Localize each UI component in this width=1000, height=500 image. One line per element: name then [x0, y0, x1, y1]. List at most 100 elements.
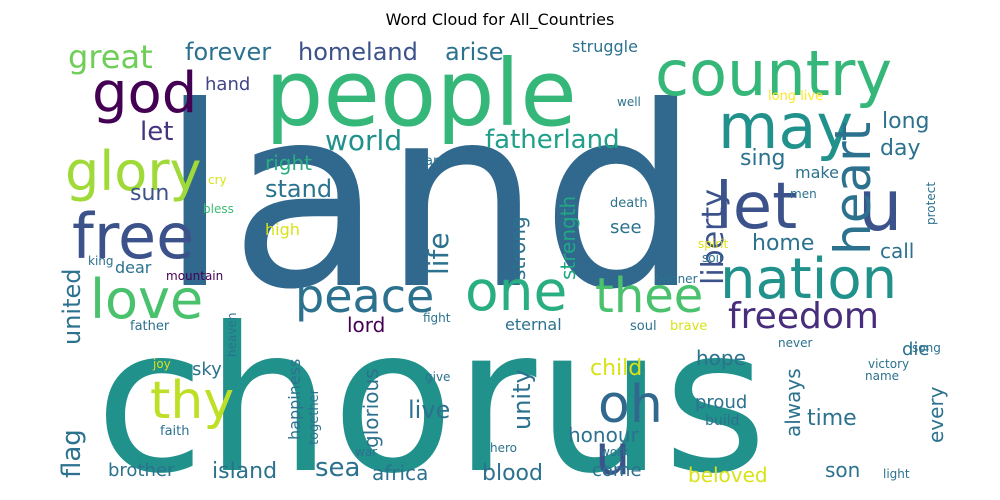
- word-thy: thy: [150, 371, 234, 431]
- word-god: god: [92, 61, 197, 126]
- word-africa: africa: [372, 461, 428, 485]
- word-love: love: [90, 268, 203, 331]
- word-life: life: [422, 232, 455, 275]
- word-banner: banner: [655, 272, 698, 286]
- word-peace: peace: [295, 269, 434, 323]
- word-time: time: [807, 406, 857, 431]
- word-forever: forever: [185, 38, 271, 66]
- word-victory: victory: [868, 357, 909, 371]
- word-cry: cry: [208, 173, 227, 187]
- word-joy: joy: [152, 357, 171, 371]
- word-come: come: [592, 460, 642, 481]
- word-work: work: [600, 445, 629, 459]
- word-honour: honour: [568, 423, 640, 447]
- word-strong: strong: [506, 216, 530, 280]
- word-faith: faith: [160, 424, 190, 439]
- word-beloved: beloved: [688, 463, 768, 487]
- word-glorious: glorious: [359, 368, 383, 448]
- word-stand: stand: [265, 175, 332, 203]
- word-high: high: [265, 220, 300, 239]
- word-every: every: [924, 386, 948, 443]
- word-eternal: eternal: [505, 315, 562, 334]
- word-arm: arm: [425, 154, 451, 169]
- word-island: island: [212, 459, 277, 484]
- word-freedom: freedom: [728, 296, 879, 337]
- word-never: never: [778, 336, 812, 350]
- word-home: home: [752, 231, 814, 256]
- word-war: war: [355, 445, 377, 459]
- word-people: people: [265, 40, 577, 147]
- word-fight: fight: [423, 311, 451, 325]
- word-heaven: heaven: [225, 313, 239, 357]
- word-soil: soil: [702, 251, 722, 265]
- word-brave: brave: [670, 319, 707, 334]
- word-child: child: [590, 356, 642, 381]
- word-liberty: liberty: [696, 189, 731, 285]
- word-make: make: [795, 163, 839, 182]
- word-one: one: [465, 259, 567, 323]
- word-country: country: [655, 37, 892, 110]
- word-chorus: chorus: [95, 285, 767, 500]
- word-song: song: [912, 341, 941, 355]
- word-sing: sing: [740, 146, 785, 171]
- word-dear: dear: [115, 258, 152, 277]
- word-u: u: [858, 165, 902, 247]
- word-flag: flag: [57, 429, 87, 478]
- word-may: may: [718, 90, 853, 163]
- word-hope: hope: [696, 346, 746, 370]
- word-bless: bless: [203, 202, 234, 216]
- word-united: united: [58, 269, 86, 346]
- word-blood: blood: [482, 461, 543, 486]
- word-protect: protect: [924, 182, 938, 225]
- word-day: day: [880, 136, 920, 161]
- word-struggle: struggle: [572, 37, 638, 56]
- word-name: name: [865, 369, 899, 383]
- word-sky: sky: [192, 359, 222, 380]
- word-men: men: [790, 187, 817, 201]
- chart-title: Word Cloud for All_Countries: [385, 10, 615, 29]
- word-hero: hero: [490, 441, 517, 455]
- word-thee: thee: [595, 268, 703, 324]
- word-father: father: [130, 319, 170, 334]
- word-great: great: [68, 38, 153, 76]
- word-spirit: spirit: [698, 237, 728, 251]
- word-live: live: [408, 396, 450, 424]
- word-son: son: [825, 458, 860, 482]
- word-sea: sea: [315, 453, 360, 483]
- word-light: light: [883, 467, 910, 481]
- word-heart: heart: [824, 122, 882, 255]
- word-well: well: [617, 95, 641, 109]
- word-king: king: [88, 254, 114, 268]
- word-build: build: [705, 413, 739, 429]
- word-arise: arise: [445, 38, 504, 66]
- word-brother: brother: [108, 460, 175, 481]
- word-unity: unity: [508, 369, 536, 430]
- word-happiness: happiness: [285, 359, 304, 440]
- word-fatherland: fatherland: [485, 125, 620, 155]
- word-homeland: homeland: [298, 38, 418, 66]
- word-world: world: [325, 124, 402, 157]
- word-nation: nation: [720, 247, 897, 312]
- word-death: death: [610, 196, 648, 211]
- word-mountain: mountain: [166, 269, 223, 283]
- word-hand: hand: [205, 74, 250, 95]
- word-die: die: [902, 339, 930, 360]
- word-lord: lord: [347, 313, 385, 337]
- word-free: free: [72, 200, 194, 273]
- word-soul: soul: [630, 319, 657, 334]
- word-u: u: [595, 423, 631, 488]
- word-sun: sun: [130, 181, 169, 206]
- word-always: always: [781, 368, 805, 437]
- word-see: see: [610, 217, 642, 238]
- word-long: long: [882, 109, 929, 134]
- word-proud: proud: [695, 392, 747, 413]
- word-long-live: long live: [768, 89, 823, 104]
- word-glory: glory: [65, 140, 201, 203]
- word-let: let: [715, 170, 797, 244]
- word-oh: oh: [598, 375, 663, 435]
- word-give: give: [425, 370, 450, 384]
- word-land: land: [160, 53, 700, 344]
- word-call: call: [880, 239, 914, 263]
- word-right: right: [265, 151, 312, 175]
